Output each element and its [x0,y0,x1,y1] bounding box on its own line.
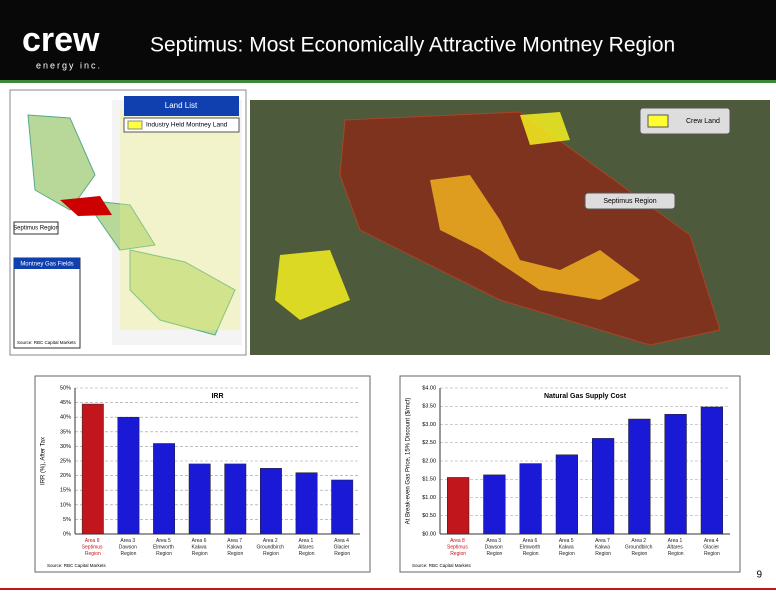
bar [664,414,687,535]
y-tick-label: 35% [60,429,71,435]
y-tick-label: $4.00 [422,385,436,391]
crew-land [430,175,640,300]
x-tick-label: Area 6 Elmworth Region [520,538,542,557]
y-tick-label: $3.50 [422,404,436,410]
legend-box [123,117,240,133]
bar [519,463,542,535]
header-rule [0,80,776,83]
bar [331,479,354,535]
bar [188,463,211,535]
y-tick-label: $0.50 [422,513,436,519]
bar [295,472,318,535]
y-tick-label: 25% [60,458,71,464]
header-band [0,0,776,80]
x-tick-label: Area 2 Groundbirch Region [256,538,285,557]
x-tick-label: Area 1 Altares Region [298,538,315,557]
x-tick-label: Area 5 Elmworth Region [153,538,175,557]
y-tick-label: $1.50 [422,477,436,483]
callout-box [13,221,59,235]
industry-land [120,110,240,330]
land-list-title: Land List [165,101,198,110]
x-tick-label: Area 3 Dawson Region [485,538,504,557]
bar [81,403,104,535]
map-legend-label: Crew Land [686,118,720,125]
crew-land [275,250,350,320]
x-tick-label: Area 8 Septimus Region [82,538,104,557]
y-tick-label: 10% [60,502,71,508]
x-tick-label: Area 4 Glacier Region [703,538,720,557]
y-tick-label: 45% [60,400,71,406]
field [129,249,236,336]
field [27,114,96,211]
y-tick-label: $0.00 [422,531,436,537]
bar [260,468,282,535]
y-tick-label: 5% [63,517,71,523]
y-tick-label: $2.50 [422,440,436,446]
land-list-box [124,96,239,116]
x-tick-label: Area 7 Kakwa Region [227,538,243,557]
footer-rule [0,588,776,590]
fields-box [13,257,81,349]
y-tick-label: $2.00 [422,458,436,464]
logo: crew [22,21,100,59]
y-tick-label: 50% [60,385,71,391]
chart-title: IRR [211,393,223,400]
septimus-area [60,196,112,216]
bar [592,438,615,535]
y-tick-label: $1.00 [422,495,436,501]
crew-land [520,112,570,145]
x-tick-label: Area 7 Kakwa Region [595,538,611,557]
y-tick-label: 15% [60,488,71,494]
bar [224,463,247,535]
fields-header [14,258,80,269]
chart-source: Source: RBC Capital Markets [47,563,107,568]
y-tick-label: 20% [60,473,71,479]
logo-sub: energy inc. [36,60,102,70]
bar [117,416,140,535]
y-tick-label: 40% [60,415,71,421]
x-tick-label: Area 8 Septimus Region [447,538,469,557]
bar [555,454,578,535]
bar [153,443,175,535]
bar [628,418,651,535]
bar [447,477,470,535]
page-number: 9 [756,570,762,581]
chart-source: Source: RBC Capital Markets [412,563,472,568]
legend-label: Industry Held Montney Land [146,122,228,129]
chart-title: Natural Gas Supply Cost [544,393,627,400]
y-axis-label: IRR (%), After Tax [41,437,47,485]
x-tick-label: Area 6 Kakwa Region [191,538,207,557]
x-tick-label: Area 3 Dawson Region [119,538,138,557]
map-source: Source: RBC Capital Markets [17,340,77,345]
x-tick-label: Area 2 Groundbirch Region [625,538,654,557]
y-tick-label: $3.00 [422,422,436,428]
slide-title: Septimus: Most Economically Attractive M… [150,34,675,57]
y-tick-label: 30% [60,444,71,450]
map-callout: Septimus Region [603,198,656,205]
x-tick-label: Area 5 Kakwa Region [559,538,575,557]
x-tick-label: Area 1 Altares Region [667,538,684,557]
map-callout-box [584,192,676,210]
bar [700,406,723,535]
callout: Septimus Region [13,226,59,232]
y-axis-label: At Break-even Gas Price, 15% Discount ($… [406,398,412,525]
map-legend-swatch [647,114,669,128]
legend-swatch [127,120,143,130]
x-tick-label: Area 4 Glacier Region [334,538,351,557]
bar [483,474,506,535]
y-tick-label: 0% [63,531,71,537]
fields-title: Montney Gas Fields [20,262,73,268]
